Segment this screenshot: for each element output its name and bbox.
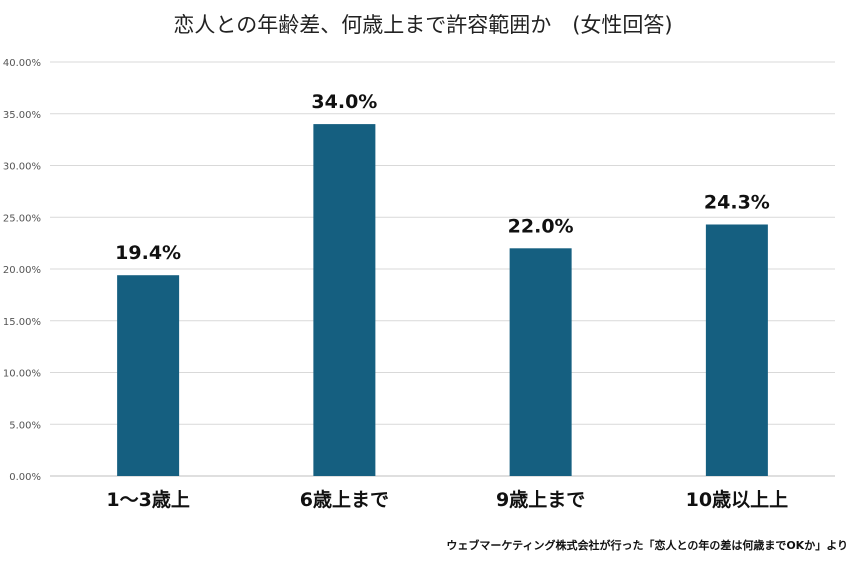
y-tick-label: 15.00% <box>3 317 41 328</box>
bar <box>705 224 768 476</box>
y-tick-label: 5.00% <box>9 420 41 431</box>
bar <box>509 248 572 476</box>
data-label: 22.0% <box>508 215 574 237</box>
data-labels: 19.4% 34.0% 22.0% 24.3% <box>115 91 770 264</box>
source-note: ウェブマーケティング株式会社が行った「恋人との年の差は何歳までOKか」より <box>446 538 848 552</box>
data-label: 34.0% <box>311 91 377 113</box>
y-tick-label: 25.00% <box>3 213 41 224</box>
y-tick-label: 35.00% <box>3 110 41 121</box>
chart-title: 恋人との年齢差、何歳上まで許容範囲か (女性回答) <box>173 13 672 37</box>
data-label: 19.4% <box>115 242 181 264</box>
y-axis-ticks: 0.00% 5.00% 10.00% 15.00% 20.00% 25.00% 30.00%… <box>3 58 41 483</box>
x-tick-label: 6歳上まで <box>300 489 389 511</box>
y-tick-label: 10.00% <box>3 369 41 380</box>
x-axis-ticks: 1～3歳上 6歳上まで 9歳上まで 10歳以上上 <box>106 489 788 511</box>
data-label: 24.3% <box>704 191 770 213</box>
x-tick-label: 10歳以上上 <box>686 489 788 511</box>
y-tick-label: 40.00% <box>3 58 41 69</box>
bar <box>313 124 376 476</box>
x-tick-label: 9歳上まで <box>496 489 585 511</box>
y-tick-label: 0.00% <box>9 472 41 483</box>
bar <box>117 275 180 476</box>
x-tick-label: 1～3歳上 <box>106 489 189 511</box>
y-tick-label: 20.00% <box>3 265 41 276</box>
bars <box>117 124 768 476</box>
y-tick-label: 30.00% <box>3 162 41 173</box>
gridlines <box>50 61 835 477</box>
